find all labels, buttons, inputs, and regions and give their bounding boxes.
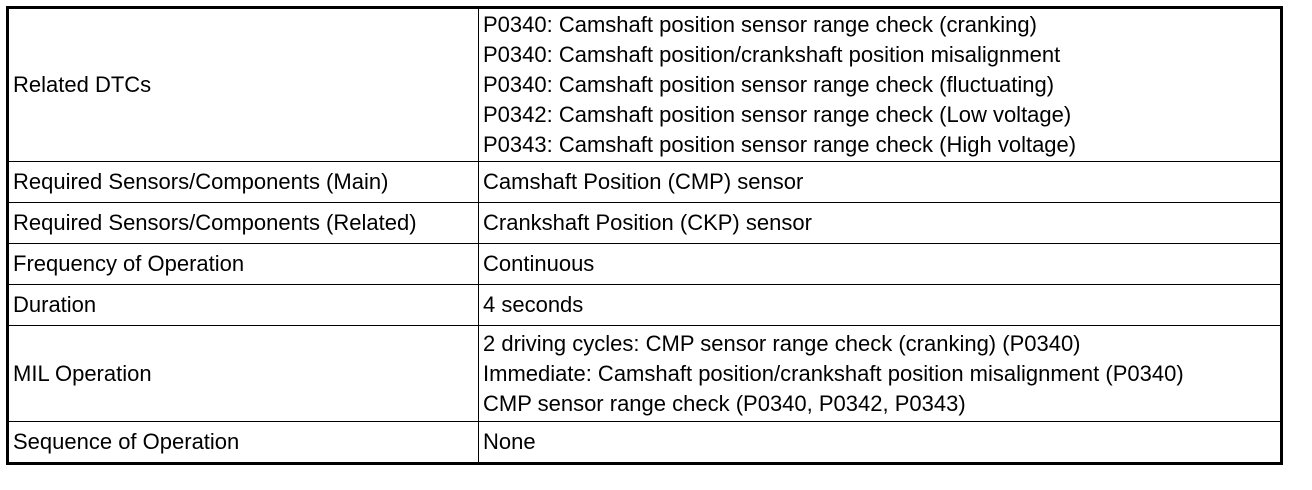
dtc-line: P0340: Camshaft position sensor range ch… [483, 12, 1037, 37]
row-value: 4 seconds [478, 284, 1282, 326]
table-row-sequence: Sequence of Operation None [7, 421, 1282, 464]
table-row-required-main: Required Sensors/Components (Main) Camsh… [7, 161, 1282, 203]
row-label: Duration [7, 284, 479, 326]
value-line: Camshaft Position (CMP) sensor [483, 169, 804, 194]
table-row-frequency: Frequency of Operation Continuous [7, 243, 1282, 285]
row-label: Sequence of Operation [7, 421, 479, 464]
value-line: Continuous [483, 251, 595, 276]
table-row-required-related: Required Sensors/Components (Related) Cr… [7, 202, 1282, 244]
value-line: 4 seconds [483, 292, 584, 317]
table-row-mil-operation: MIL Operation 2 driving cycles: CMP sens… [7, 325, 1282, 422]
table-row-duration: Duration 4 seconds [7, 284, 1282, 326]
dtc-line: P0342: Camshaft position sensor range ch… [483, 102, 1072, 127]
row-value: Camshaft Position (CMP) sensor [478, 161, 1282, 203]
mil-line: Immediate: Camshaft position/crankshaft … [483, 360, 1184, 386]
table-row-related-dtcs: Related DTCs P0340: Camshaft position se… [7, 7, 1282, 162]
row-value: P0340: Camshaft position sensor range ch… [478, 7, 1282, 162]
value-line: None [483, 429, 536, 454]
monitor-spec-table: Related DTCs P0340: Camshaft position se… [6, 6, 1283, 465]
dtc-line: P0343: Camshaft position sensor range ch… [483, 132, 1077, 157]
row-value: None [478, 421, 1282, 464]
row-label: Frequency of Operation [7, 243, 479, 285]
mil-line: CMP sensor range check (P0340, P0342, P0… [483, 390, 966, 416]
row-label: MIL Operation [7, 325, 479, 422]
dtc-line: P0340: Camshaft position/crankshaft posi… [483, 42, 1061, 67]
row-value: Crankshaft Position (CKP) sensor [478, 202, 1282, 244]
row-value: 2 driving cycles: CMP sensor range check… [478, 325, 1282, 422]
mil-line: 2 driving cycles: CMP sensor range check… [483, 330, 1081, 356]
dtc-line: P0340: Camshaft position sensor range ch… [483, 72, 1055, 97]
row-label: Required Sensors/Components (Related) [7, 202, 479, 244]
value-line: Crankshaft Position (CKP) sensor [483, 210, 812, 235]
row-label: Required Sensors/Components (Main) [7, 161, 479, 203]
row-value: Continuous [478, 243, 1282, 285]
row-label: Related DTCs [7, 7, 479, 162]
